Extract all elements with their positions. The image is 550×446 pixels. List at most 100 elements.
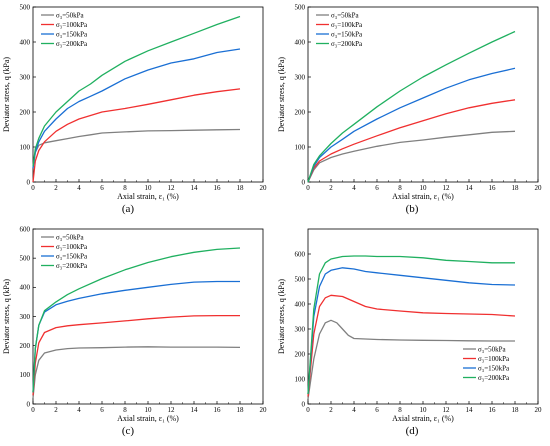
y-tick-label: 600	[295, 250, 306, 258]
y-tick-label: 200	[295, 108, 306, 116]
x-tick-label: 0	[306, 406, 310, 414]
x-tick-label: 14	[191, 406, 199, 414]
x-tick-label: 18	[237, 184, 245, 192]
series-line-2	[307, 294, 516, 397]
x-tick-label: 12	[168, 406, 176, 414]
y-tick-label: 100	[295, 375, 306, 383]
y-tick-label: 100	[20, 143, 31, 151]
legend-label: σ₃=200kPa	[331, 40, 363, 48]
series-line-3	[32, 280, 240, 393]
legend-label: σ₃=50kPa	[478, 346, 507, 354]
x-tick-label: 16	[214, 406, 222, 414]
x-tick-label: 20	[260, 406, 268, 414]
legend-label: σ₃=50kPa	[56, 12, 85, 20]
y-tick-label: 300	[20, 313, 31, 321]
series-line-4	[32, 247, 241, 393]
y-tick-label: 400	[20, 284, 31, 292]
x-tick-label: 20	[260, 184, 268, 192]
series-line-2	[32, 314, 240, 396]
x-tick-label: 0	[306, 184, 310, 192]
x-tick-label: 2	[329, 184, 333, 192]
x-tick-label: 8	[398, 406, 402, 414]
legend-label: σ₃=150kPa	[478, 365, 510, 373]
x-tick-label: 6	[100, 184, 104, 192]
series-line-4	[307, 255, 515, 395]
series-line-4	[32, 15, 241, 167]
x-tick-label: 8	[123, 184, 127, 192]
y-tick-label: 200	[295, 350, 306, 358]
x-tick-label: 16	[489, 406, 497, 414]
legend-label: σ₃=200kPa	[478, 374, 510, 382]
x-tick-label: 12	[168, 184, 176, 192]
x-tick-label: 8	[398, 184, 402, 192]
x-tick-label: 14	[191, 184, 199, 192]
x-tick-label: 10	[145, 184, 153, 192]
x-tick-label: 4	[352, 184, 356, 192]
y-tick-label: 100	[295, 143, 306, 151]
x-tick-label: 2	[54, 184, 58, 192]
legend-label: σ₃=200kPa	[56, 40, 88, 48]
x-tick-label: 12	[443, 184, 451, 192]
series-line-1	[307, 319, 515, 400]
legend-label: σ₃=150kPa	[56, 253, 88, 261]
y-tick-label: 500	[20, 3, 31, 11]
series-line-4	[307, 30, 516, 183]
x-tick-label: 2	[329, 406, 333, 414]
series-line-1	[32, 128, 241, 169]
legend-label: σ₃=150kPa	[56, 31, 88, 39]
x-tick-label: 18	[512, 184, 520, 192]
y-axis-label: Deviator stress, q (kPa)	[2, 57, 11, 132]
legend-label: σ₃=100kPa	[56, 21, 88, 29]
y-tick-label: 100	[20, 371, 31, 379]
panel-label: (d)	[406, 425, 419, 437]
y-tick-label: 200	[20, 108, 31, 116]
y-tick-label: 500	[20, 255, 31, 263]
x-tick-label: 20	[535, 406, 543, 414]
x-tick-label: 10	[145, 406, 153, 414]
x-tick-label: 0	[31, 406, 35, 414]
x-tick-label: 18	[237, 406, 245, 414]
y-tick-label: 600	[20, 225, 31, 233]
x-tick-label: 6	[375, 406, 379, 414]
y-tick-label: 300	[20, 73, 31, 81]
x-tick-label: 6	[100, 406, 104, 414]
y-tick-label: 400	[20, 38, 31, 46]
legend-label: σ₃=100kPa	[478, 355, 510, 363]
x-axis-label: Axial strain, ε₁ (%)	[117, 192, 179, 201]
legend-label: σ₃=150kPa	[331, 31, 363, 39]
legend-label: σ₃=100kPa	[56, 243, 88, 251]
x-tick-label: 16	[489, 184, 497, 192]
legend-label: σ₃=50kPa	[331, 12, 360, 20]
y-tick-label: 400	[295, 300, 306, 308]
y-tick-label: 0	[27, 178, 31, 186]
x-tick-label: 2	[54, 406, 58, 414]
x-tick-label: 4	[77, 406, 81, 414]
series-line-2	[307, 99, 516, 183]
series-line-2	[32, 88, 241, 183]
y-axis-label: Deviator stress, q (kPa)	[277, 279, 286, 354]
series-line-3	[307, 67, 516, 183]
y-tick-label: 0	[302, 400, 306, 408]
x-tick-label: 10	[420, 184, 428, 192]
y-tick-label: 0	[302, 178, 306, 186]
x-tick-label: 6	[375, 184, 379, 192]
x-axis-label: Axial strain, ε₁ (%)	[117, 414, 179, 423]
y-tick-label: 300	[295, 73, 306, 81]
x-tick-label: 4	[352, 406, 356, 414]
x-tick-label: 0	[31, 184, 35, 192]
y-tick-label: 300	[295, 325, 306, 333]
y-tick-label: 500	[295, 3, 306, 11]
panel-label: (b)	[406, 203, 419, 215]
x-axis-label: Axial strain, ε₁ (%)	[392, 192, 454, 201]
x-tick-label: 14	[466, 406, 474, 414]
chart-panel-4: 0 2 4 6 8 10 12 14 16 18 200100200300400500600Axia…	[277, 228, 543, 437]
x-tick-label: 20	[535, 184, 543, 192]
panel-label: (a)	[122, 203, 135, 215]
legend-label: σ₃=200kPa	[56, 262, 88, 270]
series-line-3	[307, 267, 516, 395]
series-line-3	[32, 48, 241, 169]
y-axis-label: Deviator stress, q (kPa)	[2, 279, 11, 354]
x-tick-label: 18	[512, 406, 520, 414]
